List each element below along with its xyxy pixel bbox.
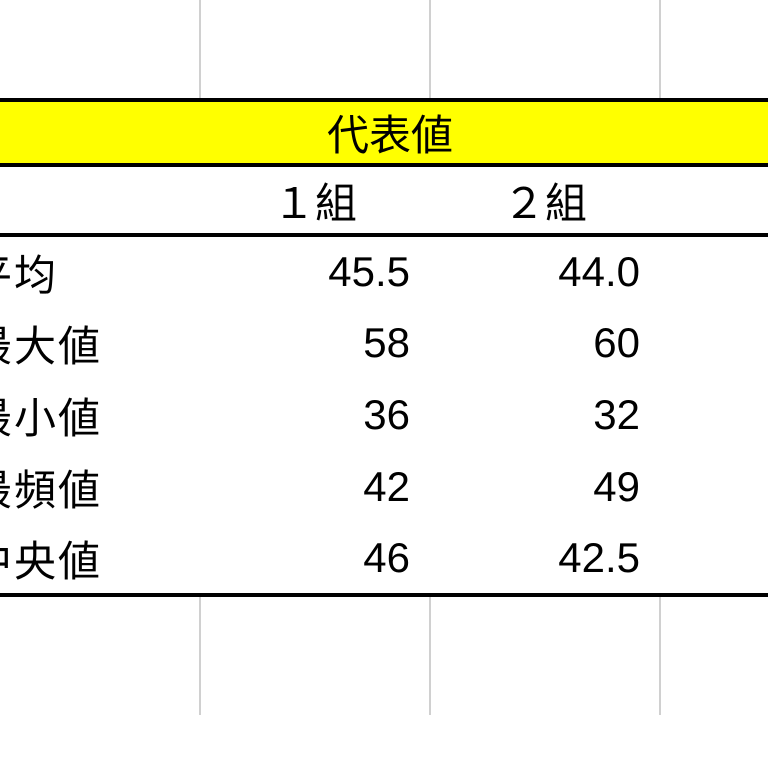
cell-median-2: 42.5: [430, 523, 660, 595]
cell-min-2: 32: [430, 379, 660, 451]
empty-row-top: [0, 0, 768, 50]
cell-min-1: 36: [200, 379, 430, 451]
cell-mean-1: 45.5: [200, 235, 430, 307]
cell-mode-2: 49: [430, 451, 660, 523]
table-row: 最大値 58 60: [0, 307, 768, 379]
table-row: 平均 45.5 44.0: [0, 235, 768, 307]
header-blank: [0, 165, 200, 235]
row-label-mode: 最頻値: [0, 451, 200, 523]
table-title-row: 代表値: [0, 100, 768, 165]
cell-max-1: 58: [200, 307, 430, 379]
header-col-3: [660, 165, 768, 235]
table-row: 最頻値 42 49: [0, 451, 768, 523]
table-row: 中央値 46 42.5: [0, 523, 768, 595]
row-label-mean: 平均: [0, 235, 200, 307]
cell-median-1: 46: [200, 523, 430, 595]
cell-mean-2: 44.0: [430, 235, 660, 307]
header-col-1: １組: [200, 165, 430, 235]
table-header-row: １組 ２組: [0, 165, 768, 235]
stats-table: 代表値 １組 ２組 平均 45.5 44.0 最大値 58 60 最小値 36 …: [0, 0, 768, 715]
cell-max-2: 60: [430, 307, 660, 379]
cell-mode-1: 42: [200, 451, 430, 523]
empty-row-top-2: [0, 50, 768, 100]
empty-row-bottom: [0, 595, 768, 715]
row-label-max: 最大値: [0, 307, 200, 379]
header-col-2: ２組: [430, 165, 660, 235]
row-label-min: 最小値: [0, 379, 200, 451]
table-title: 代表値: [0, 100, 768, 165]
table-row: 最小値 36 32: [0, 379, 768, 451]
row-label-median: 中央値: [0, 523, 200, 595]
